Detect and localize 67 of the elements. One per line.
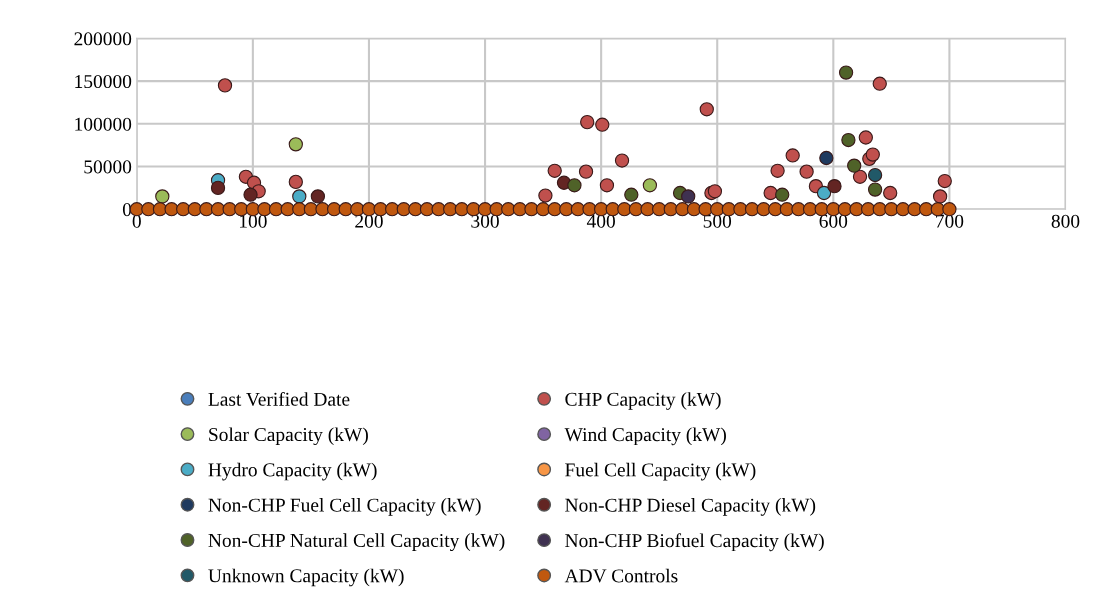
point (816, 185, 832, 201)
legend-label: Hydro Capacity (kW) (208, 462, 377, 481)
legend-label: ADV Controls (564, 568, 678, 583)
x-tick-label: 300 (471, 214, 499, 228)
point (538, 188, 553, 203)
y-tick-label: 200000 (74, 32, 132, 46)
point (547, 163, 562, 178)
point (841, 132, 856, 148)
point (567, 178, 582, 193)
x-tick-label: 600 (819, 214, 848, 228)
point (707, 184, 723, 199)
point (642, 178, 658, 193)
y-tick-label: 0 (122, 203, 132, 217)
x-tick-label: 700 (936, 214, 964, 228)
point (872, 76, 887, 91)
point (288, 174, 303, 190)
point (785, 148, 800, 163)
x-tick-label: 800 (1051, 214, 1080, 228)
legend-label: Non-CHP Diesel Capacity (kW) (565, 498, 816, 516)
legend-label: Wind Capacity (kW) (564, 427, 726, 446)
legend-label: Fuel Cell Capacity (kW) (565, 462, 756, 481)
point (847, 158, 862, 173)
legend-label: Solar Capacity (kW) (209, 427, 368, 446)
point (827, 179, 842, 194)
x-tick-label: 100 (239, 214, 267, 228)
point (937, 173, 952, 189)
legend-label: Non-CHP Natural Cell Capacity (kW) (208, 533, 505, 552)
point (883, 185, 898, 201)
point (865, 147, 880, 162)
point (819, 150, 834, 166)
point (763, 185, 778, 201)
point (243, 187, 258, 202)
point (838, 65, 854, 80)
point (699, 102, 714, 117)
point (858, 130, 873, 145)
point (867, 167, 883, 183)
y-tick-label: 50000 (84, 160, 132, 174)
point (624, 187, 639, 202)
point (614, 153, 630, 168)
point (210, 180, 226, 196)
legend-label: Non-CHP Biofuel Capacity (kW) (565, 533, 824, 552)
legend-label: CHP Capacity (kW) (565, 392, 721, 410)
point (775, 187, 790, 202)
x-tick-label: 500 (703, 214, 732, 228)
y-tick-label: 150000 (75, 74, 132, 89)
point (932, 189, 948, 204)
y-tick-label: 100000 (75, 117, 132, 131)
point (799, 164, 814, 179)
x-tick-label: 400 (586, 214, 615, 228)
x-tick-label: 0 (132, 214, 141, 228)
point (595, 117, 610, 132)
legend-label: Non-CHP Fuel Cell Capacity (kW) (208, 498, 481, 516)
legend-label: Last Verified Date (208, 391, 350, 406)
x-tick-label: 200 (355, 214, 383, 228)
point (599, 178, 615, 193)
point (310, 189, 326, 204)
point (217, 78, 233, 93)
point (155, 189, 170, 204)
legend-label: Unknown Capacity (kW) (208, 568, 404, 587)
point (580, 114, 595, 130)
point (681, 189, 696, 204)
point (852, 169, 868, 184)
point (867, 182, 883, 197)
point (770, 163, 785, 178)
point (578, 164, 594, 179)
point (292, 189, 307, 204)
point (288, 137, 303, 152)
